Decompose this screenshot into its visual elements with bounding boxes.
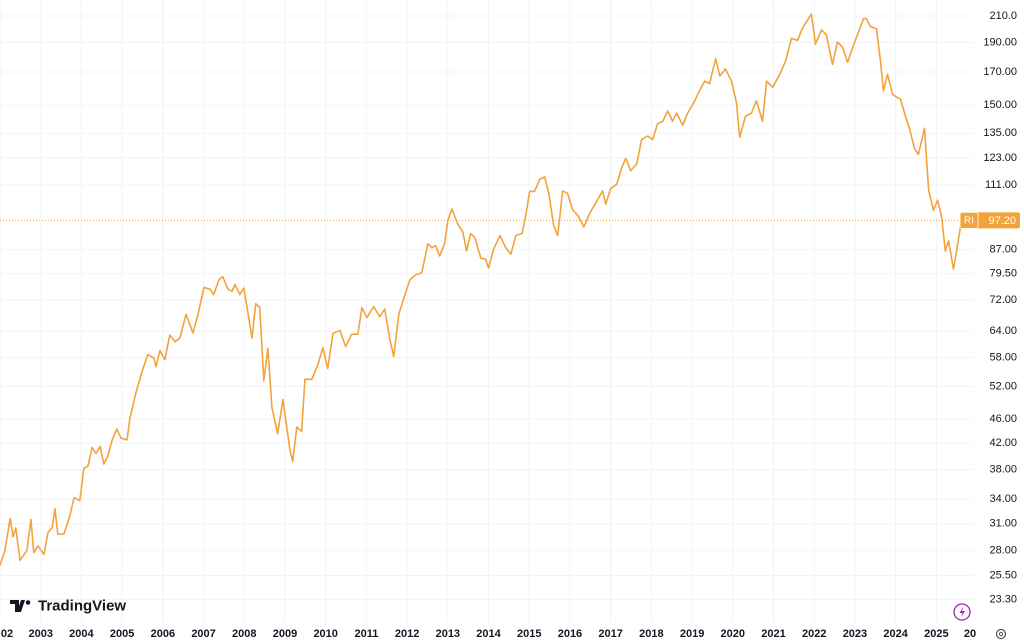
x-tick-label: 2019	[680, 628, 704, 640]
y-tick-label: 38.00	[989, 464, 1017, 476]
y-tick-label: 170.00	[983, 66, 1017, 78]
y-tick-label: 111.00	[985, 179, 1017, 191]
last-price-label: 97.20	[988, 215, 1016, 227]
x-tick-label: 2020	[721, 628, 745, 640]
price-line	[0, 13, 963, 566]
x-tick-label: 2017	[598, 628, 622, 640]
y-tick-label: 52.00	[989, 380, 1017, 392]
x-tick-label: 2008	[232, 628, 256, 640]
y-tick-label: 135.00	[983, 127, 1017, 139]
x-tick-label: 02	[1, 628, 13, 640]
y-tick-label: 31.00	[989, 518, 1017, 530]
price-axis	[973, 0, 1024, 644]
gear-icon[interactable]	[998, 631, 1004, 637]
x-tick-label: 2013	[436, 628, 460, 640]
logo: TradingView	[10, 597, 126, 614]
x-tick-label: 2003	[28, 628, 52, 640]
x-tick-label: 2015	[517, 628, 541, 640]
y-tick-label: 28.00	[989, 545, 1017, 557]
symbol-box	[959, 211, 979, 229]
x-tick-label: 2025	[924, 628, 948, 640]
y-tick-label: 210.0	[989, 10, 1017, 22]
symbol: RI	[964, 216, 974, 227]
x-tick-label: 2012	[395, 628, 419, 640]
gear-icon[interactable]	[995, 628, 1007, 640]
y-tick-label: 58.00	[989, 351, 1017, 363]
y-tick-label: 150.00	[983, 99, 1017, 111]
x-tick-label: 2010	[313, 628, 337, 640]
watermark: TradingView	[38, 597, 126, 614]
x-tick-label: 2014	[476, 628, 501, 640]
y-tick-label: 79.50	[989, 268, 1017, 280]
y-tick-label: 25.50	[989, 569, 1017, 581]
y-tick-label: 123.00	[983, 152, 1017, 164]
y-tick-label: 34.00	[989, 493, 1017, 505]
y-tick-label: 87.00	[989, 244, 1017, 256]
x-tick-label: 2007	[191, 628, 215, 640]
x-tick-label: 2009	[273, 628, 297, 640]
y-tick-label: 72.00	[989, 294, 1017, 306]
logo-icon	[25, 600, 31, 605]
x-tick-label: 2005	[110, 628, 134, 640]
x-tick-label: 2023	[843, 628, 867, 640]
x-tick-label: 2021	[761, 628, 785, 640]
x-tick-label: 2004	[69, 628, 94, 640]
bolt-button[interactable]	[953, 603, 971, 621]
y-tick-label: 64.00	[989, 325, 1017, 337]
y-tick-label: 46.00	[989, 413, 1017, 425]
y-tick-label: 23.30	[989, 593, 1017, 605]
x-tick-label: 2006	[151, 628, 175, 640]
x-tick-label: 20	[964, 628, 976, 640]
x-tick-label: 2022	[802, 628, 826, 640]
y-tick-label: 190.00	[983, 36, 1017, 48]
logo-icon	[10, 600, 25, 612]
x-tick-label: 2024	[883, 628, 908, 640]
plot-area	[0, 13, 973, 566]
y-tick-label: 42.00	[989, 437, 1017, 449]
x-tick-label: 2011	[354, 628, 378, 640]
grid	[0, 0, 973, 622]
x-tick-label: 2018	[639, 628, 663, 640]
axes: 23.30 25.50 28.00 31.00 34.00 38.00 42.00 46.00…	[1, 10, 1020, 640]
settings-button[interactable]	[995, 628, 1007, 640]
x-tick-label: 2016	[558, 628, 582, 640]
bolt-icon[interactable]	[959, 606, 966, 618]
